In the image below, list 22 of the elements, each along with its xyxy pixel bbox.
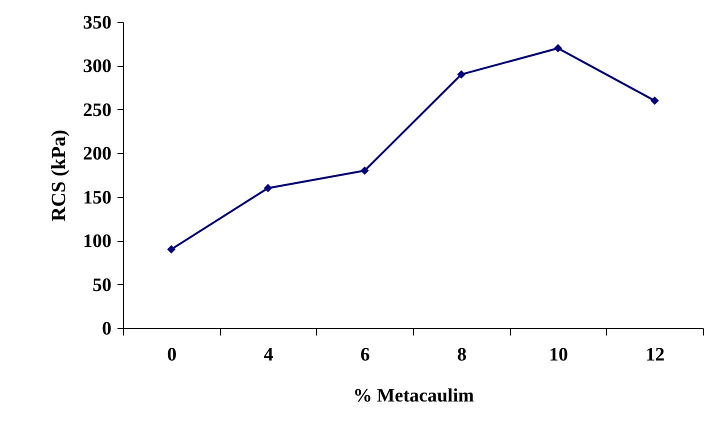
x-tick-label: 12 — [646, 344, 665, 366]
point — [650, 96, 659, 105]
y-tick-label: 300 — [83, 56, 112, 78]
point — [264, 184, 272, 192]
y-tick-label: 0 — [102, 318, 112, 340]
y-axis-title: RCS (kPa) — [48, 130, 70, 222]
x-tick-label: 0 — [167, 344, 177, 366]
x-tick-label: 4 — [264, 344, 274, 366]
point — [554, 44, 562, 52]
y-tick-label: 50 — [92, 274, 112, 296]
y-tick-label: 150 — [83, 187, 112, 208]
x-tick-label: 10 — [549, 344, 568, 366]
y-tick-label: 100 — [83, 231, 112, 252]
y-tick-label: 200 — [83, 144, 112, 165]
y-tick-label: 350 — [83, 12, 112, 34]
point — [457, 70, 466, 79]
x-tick-label: 6 — [360, 344, 370, 366]
y-tick-label: 250 — [83, 100, 112, 121]
point — [167, 245, 176, 254]
point — [360, 166, 369, 175]
x-axis-title: % Metacaulim — [353, 386, 474, 406]
x-tick-label: 8 — [457, 344, 467, 366]
